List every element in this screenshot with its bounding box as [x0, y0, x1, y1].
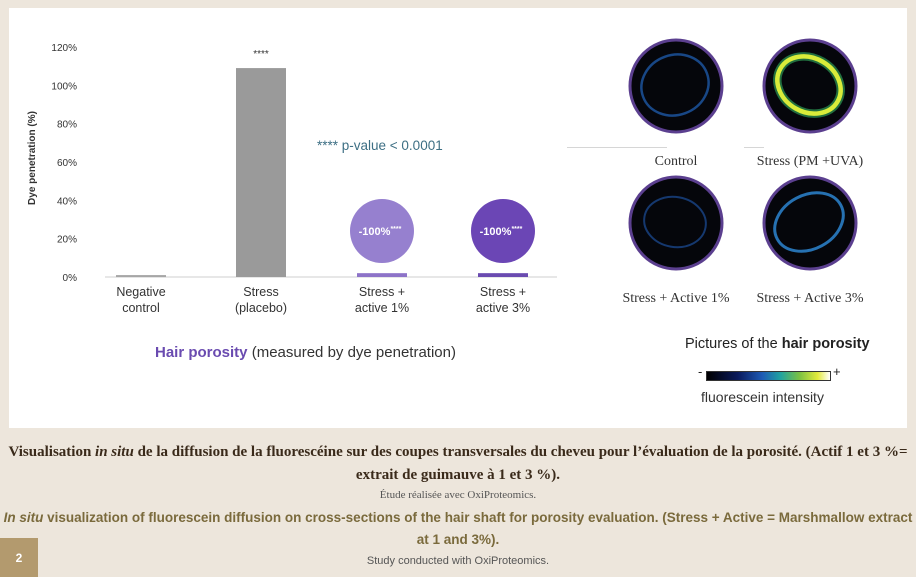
study-credit-english: Study conducted with OxiProteomics.	[366, 555, 550, 567]
picture-label: Control	[654, 154, 698, 169]
hair-cross-section-image	[762, 175, 858, 276]
y-tick-label: 20%	[57, 235, 77, 246]
chart-title-highlight: Hair porosity	[155, 344, 248, 361]
pictures-caption-prefix: Pictures of the	[685, 336, 782, 352]
picture-label: Stress + Active 3%	[756, 291, 864, 306]
reduction-badge	[350, 199, 414, 263]
scale-plus: +	[833, 364, 841, 379]
bar	[236, 68, 286, 277]
caption-french-prefix: Visualisation	[8, 444, 96, 460]
y-axis-ticks: 0% 20% 40% 60% 80% 100% 120%	[51, 43, 77, 284]
bar	[478, 273, 528, 277]
y-tick-label: 0%	[63, 273, 78, 284]
y-tick-label: 80%	[57, 120, 77, 131]
color-scale-bar	[706, 371, 831, 381]
caption-french: Visualisation in situ de la diffusion de…	[0, 441, 916, 487]
page-number: 2	[0, 538, 38, 577]
figure-panel: Dye penetration (%) 0% 20% 40% 60% 80% 100% 12…	[9, 8, 907, 428]
reduction-badge-stars: ****	[511, 226, 522, 233]
caption-french-rest: de la diffusion de la fluorescéine sur d…	[133, 444, 908, 483]
picture-label: Stress (PM +UVA)	[756, 154, 864, 169]
bar	[357, 273, 407, 277]
significance-label: ****	[253, 49, 269, 60]
scale-label: fluorescein intensity	[701, 389, 824, 405]
x-tick-label: (placebo)	[235, 301, 287, 315]
bars: ****-100%**** -100%****	[116, 49, 535, 278]
divider-line	[744, 147, 764, 148]
bar	[116, 275, 166, 278]
chart-title: Hair porosity (measured by dye penetrati…	[155, 344, 456, 361]
hair-cross-section-image	[628, 175, 724, 276]
picture-label: Stress + Active 1%	[622, 291, 730, 306]
y-tick-label: 40%	[57, 196, 77, 207]
caption-english-italic: In situ	[3, 510, 44, 525]
x-tick-label: Stress +	[480, 285, 526, 299]
scale-minus: -	[698, 364, 703, 379]
divider-line	[567, 147, 667, 148]
bar-chart: Dye penetration (%) 0% 20% 40% 60% 80% 100% 12…	[27, 43, 557, 361]
x-tick-label: active 1%	[355, 301, 409, 315]
x-tick-label: active 3%	[476, 301, 530, 315]
hair-cross-section-image	[628, 38, 724, 139]
reduction-badge-stars: ****	[390, 226, 401, 233]
y-tick-label: 60%	[57, 158, 77, 169]
y-tick-label: 120%	[51, 43, 77, 54]
pictures-caption-bold: hair porosity	[781, 336, 870, 352]
y-tick-label: 100%	[51, 81, 77, 92]
x-axis-labels: Negative control Stress (placebo) Stress + ac…	[116, 285, 530, 315]
chart-title-rest: (measured by dye penetration)	[248, 344, 456, 361]
x-tick-label: Stress	[243, 285, 278, 299]
x-tick-label: Stress +	[359, 285, 405, 299]
hair-cross-section-image	[762, 38, 858, 139]
study-credit-french: Étude réalisée avec OxiProteomics.	[379, 489, 537, 501]
caption-french-italic: in situ	[95, 444, 134, 460]
x-tick-label: Negative	[116, 285, 165, 299]
caption-english: In situ visualization of fluorescein dif…	[0, 507, 916, 551]
caption-english-rest: visualization of fluorescein diffusion o…	[43, 510, 913, 547]
y-axis-label: Dye penetration (%)	[27, 111, 38, 205]
p-value-annotation: **** p-value < 0.0001	[317, 138, 443, 153]
x-tick-label: control	[122, 301, 160, 315]
pictures-caption: Pictures of the hair porosity	[685, 336, 870, 352]
reduction-badge	[471, 199, 535, 263]
